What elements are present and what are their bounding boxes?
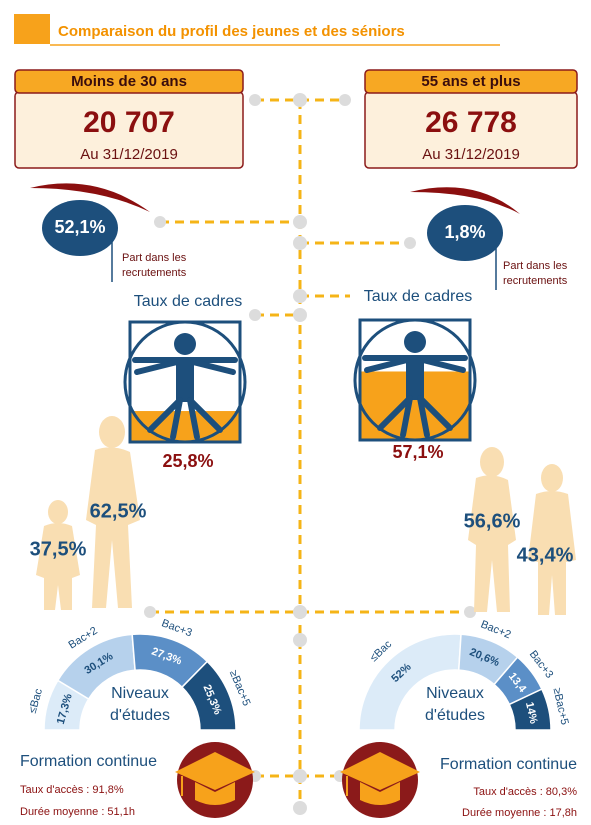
education-title: d'études: [110, 707, 170, 724]
training-icon: [175, 742, 255, 818]
figure-limb: [364, 357, 410, 373]
silhouettes-right: [468, 447, 576, 615]
figure-limb: [417, 395, 453, 431]
recruitment-right: 1,8% Part dans les recrutements: [410, 187, 568, 290]
training-title: Formation continue: [20, 753, 157, 770]
figure-body: [176, 358, 194, 402]
education-title: d'études: [425, 707, 485, 724]
cadres-icon: [353, 318, 477, 442]
men-share: 43,4%: [517, 544, 574, 566]
figure-limb: [187, 397, 223, 433]
cadres-circle: [353, 318, 477, 442]
cadres-title: Taux de cadres: [134, 293, 243, 310]
education-label: ≤Bac: [27, 687, 45, 715]
women-share: 56,6%: [464, 510, 521, 532]
figure-limb: [134, 359, 180, 375]
figure-limb: [420, 357, 466, 373]
training-access: Taux d'accès : 91,8%: [20, 784, 124, 796]
training-duration: Durée moyenne : 17,8h: [462, 807, 577, 819]
recruitment-caption: recrutements: [122, 267, 187, 279]
recruitment-value: 1,8%: [444, 222, 485, 242]
group-box-left: Moins de 30 ans 20 707 Au 31/12/2019: [14, 69, 244, 169]
education-segment: [180, 660, 237, 731]
cadres-value: 25,8%: [162, 451, 213, 471]
cadres-title: Taux de cadres: [364, 288, 473, 305]
education-value: 14%: [523, 701, 540, 725]
group-date: Au 31/12/2019: [80, 146, 178, 163]
figure-body: [406, 356, 424, 400]
recruitment-value: 52,1%: [54, 217, 105, 237]
women-share: 62,5%: [90, 500, 147, 522]
silhouettes-left: [36, 416, 140, 610]
connectors: [144, 93, 476, 815]
education-label: Bac+3: [160, 617, 194, 639]
training-access: Taux d'accès : 80,3%: [473, 786, 577, 798]
figure-limb: [417, 395, 430, 438]
group-date: Au 31/12/2019: [422, 146, 520, 163]
figure-limb: [170, 397, 183, 440]
recruitment-left: 52,1% Part dans les recrutements: [30, 183, 187, 282]
figure-limb: [377, 395, 413, 431]
group-label: Moins de 30 ans: [71, 73, 187, 90]
training-duration: Durée moyenne : 51,1h: [20, 806, 135, 818]
men-share: 37,5%: [30, 538, 87, 560]
group-count: 26 778: [425, 106, 517, 139]
group-label: 55 ans et plus: [421, 73, 520, 90]
figure-head: [174, 333, 196, 355]
figure-head: [404, 331, 426, 353]
figure-limb: [187, 397, 200, 440]
cadres-value: 57,1%: [392, 442, 443, 462]
header-title: Comparaison du profil des jeunes et des …: [58, 23, 405, 40]
header-square: [14, 14, 50, 44]
education-label: ≥Bac+5: [551, 687, 571, 726]
cadres-fill: [130, 411, 240, 442]
training-icon: [340, 742, 420, 818]
recruitment-caption: Part dans les: [122, 252, 187, 264]
cadres-icon: [123, 320, 247, 444]
group-box-right: 55 ans et plus 26 778 Au 31/12/2019: [364, 69, 578, 169]
recruitment-caption: recrutements: [503, 275, 568, 287]
figure-limb: [190, 359, 236, 375]
cadres-circle: [123, 320, 247, 444]
training-title: Formation continue: [440, 756, 577, 773]
education-title: Niveaux: [426, 685, 484, 702]
figure-limb: [400, 395, 413, 438]
recruitment-caption: Part dans les: [503, 260, 568, 272]
group-count: 20 707: [83, 106, 175, 139]
figure-limb: [147, 397, 183, 433]
education-title: Niveaux: [111, 685, 169, 702]
education-segment: [508, 688, 552, 731]
